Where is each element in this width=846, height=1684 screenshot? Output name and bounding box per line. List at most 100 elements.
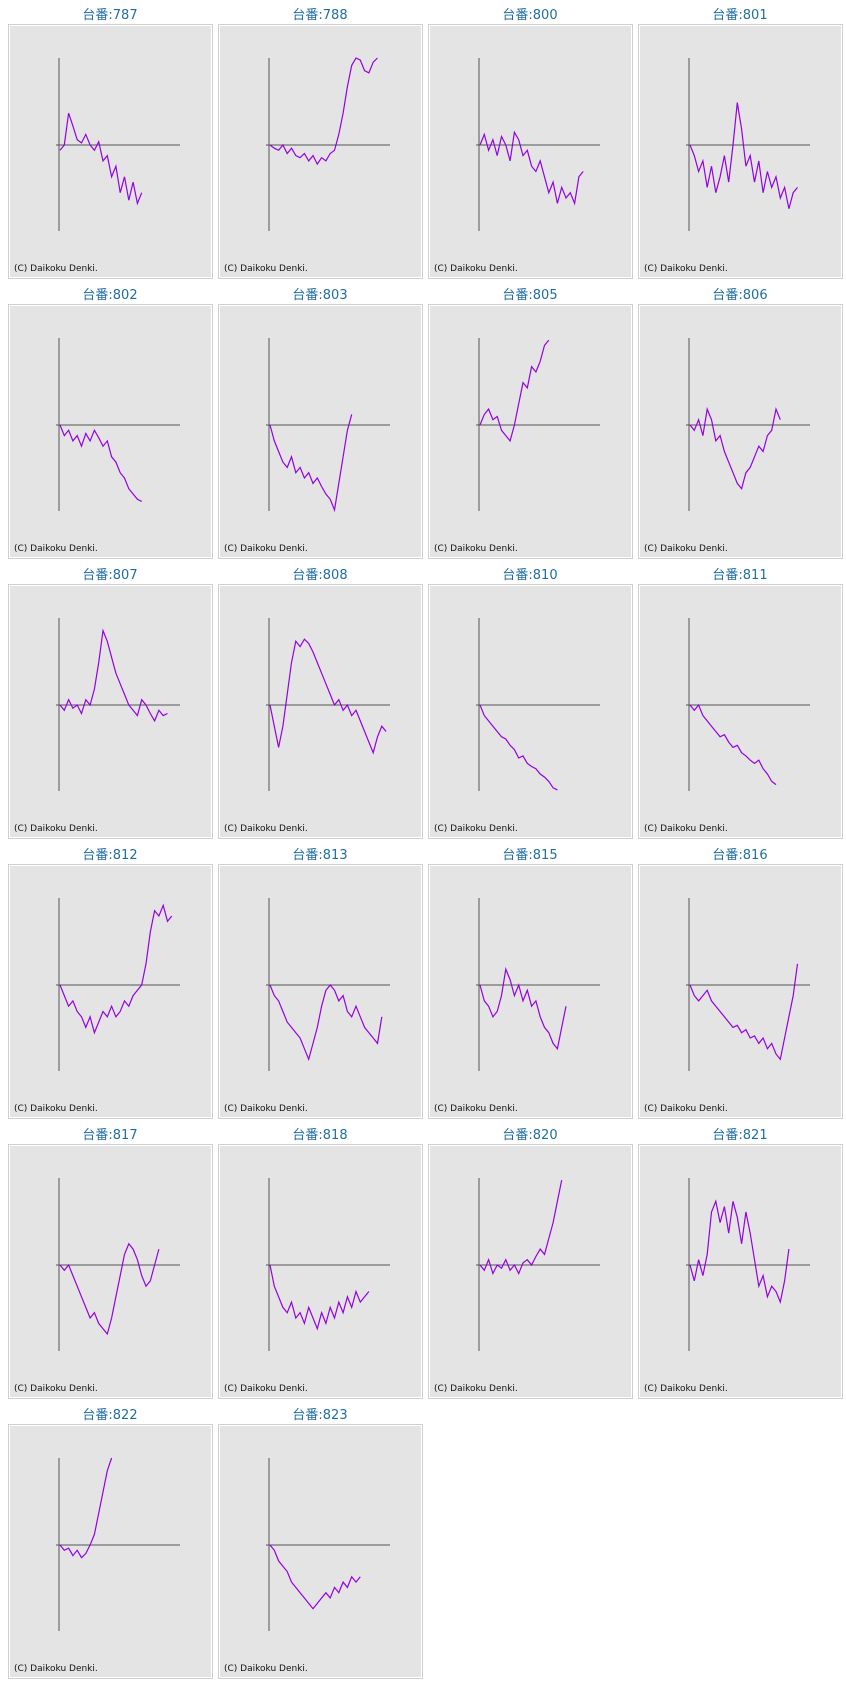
machine-number-title[interactable]: 台番:812	[5, 844, 215, 863]
machine-graph-card[interactable]: 台番:812 (C) Daikoku Denki.	[5, 842, 215, 1122]
machine-number-title[interactable]: 台番:787	[5, 4, 215, 23]
machine-graph-card[interactable]: 台番:807 (C) Daikoku Denki.	[5, 562, 215, 842]
machine-graph-card[interactable]: 台番:801 (C) Daikoku Denki.	[635, 2, 845, 282]
machine-number: 817	[112, 1128, 138, 1143]
machine-graph-card[interactable]: 台番:810 (C) Daikoku Denki.	[425, 562, 635, 842]
data-series-line	[269, 57, 378, 166]
slump-graph[interactable]: (C) Daikoku Denki.	[638, 864, 843, 1119]
slump-graph[interactable]: (C) Daikoku Denki.	[218, 24, 423, 279]
slump-graph[interactable]: (C) Daikoku Denki.	[428, 584, 633, 839]
pachinko-machine-background-illustration	[430, 26, 631, 277]
machine-number-title[interactable]: 台番:815	[425, 844, 635, 863]
machine-number-title[interactable]: 台番:800	[425, 4, 635, 23]
data-series-line	[479, 1179, 563, 1276]
slump-chart-svg: (C) Daikoku Denki.	[640, 866, 841, 1117]
machine-number-title[interactable]: 台番:813	[215, 844, 425, 863]
title-prefix: 台番:	[292, 288, 323, 303]
machine-number-title[interactable]: 台番:821	[635, 1124, 845, 1143]
slump-graph[interactable]: (C) Daikoku Denki.	[428, 864, 633, 1119]
slump-graph[interactable]: (C) Daikoku Denki.	[8, 864, 213, 1119]
machine-number-title[interactable]: 台番:818	[215, 1124, 425, 1143]
machine-graph-card[interactable]: 台番:806 (C) Daikoku Denki.	[635, 282, 845, 562]
copyright-text: (C) Daikoku Denki.	[14, 1104, 98, 1114]
copyright-text: (C) Daikoku Denki.	[224, 1104, 308, 1114]
data-series-line	[689, 102, 798, 209]
pachinko-machine-background-illustration	[10, 866, 211, 1117]
machine-number-title[interactable]: 台番:808	[215, 564, 425, 583]
title-prefix: 台番:	[502, 848, 533, 863]
machine-number: 812	[112, 848, 138, 863]
slump-graph[interactable]: (C) Daikoku Denki.	[8, 304, 213, 559]
machine-graph-card[interactable]: 台番:803 (C) Daikoku Denki.	[215, 282, 425, 562]
data-series-line	[59, 903, 173, 1035]
machine-graph-card[interactable]: 台番:816 (C) Daikoku Denki.	[635, 842, 845, 1122]
machine-number-title[interactable]: 台番:801	[635, 4, 845, 23]
machine-graph-card[interactable]: 台番:788 (C) Daikoku Denki.	[215, 2, 425, 282]
machine-number-title[interactable]: 台番:822	[5, 1404, 215, 1423]
pachinko-machine-background-illustration	[10, 586, 211, 837]
machine-number-title[interactable]: 台番:805	[425, 284, 635, 303]
pachinko-machine-background-illustration	[10, 306, 211, 557]
machine-number-title[interactable]: 台番:803	[215, 284, 425, 303]
slump-graph[interactable]: (C) Daikoku Denki.	[638, 584, 843, 839]
machine-graph-card[interactable]: 台番:800 (C) Daikoku Denki.	[425, 2, 635, 282]
machine-graph-card[interactable]: 台番:821 (C) Daikoku Denki.	[635, 1122, 845, 1402]
slump-graph[interactable]: (C) Daikoku Denki.	[8, 24, 213, 279]
machine-graph-card[interactable]: 台番:823 (C) Daikoku Denki.	[215, 1402, 425, 1682]
machine-number-title[interactable]: 台番:816	[635, 844, 845, 863]
slump-graph[interactable]: (C) Daikoku Denki.	[218, 584, 423, 839]
data-series-line	[269, 1544, 361, 1610]
slump-graph[interactable]: (C) Daikoku Denki.	[638, 1144, 843, 1399]
pachinko-machine-background-illustration	[10, 1146, 211, 1397]
title-prefix: 台番:	[82, 288, 113, 303]
pachinko-machine-background-illustration	[640, 586, 841, 837]
slump-chart-svg: (C) Daikoku Denki.	[220, 586, 421, 837]
machine-graph-card[interactable]: 台番:808 (C) Daikoku Denki.	[215, 562, 425, 842]
slump-graph[interactable]: (C) Daikoku Denki.	[428, 24, 633, 279]
slump-chart-svg: (C) Daikoku Denki.	[10, 1146, 211, 1397]
slump-chart-svg: (C) Daikoku Denki.	[10, 1426, 211, 1677]
machine-graph-card[interactable]: 台番:818 (C) Daikoku Denki.	[215, 1122, 425, 1402]
pachinko-machine-background-illustration	[640, 306, 841, 557]
machine-number-title[interactable]: 台番:788	[215, 4, 425, 23]
machine-number-title[interactable]: 台番:807	[5, 564, 215, 583]
slump-graph[interactable]: (C) Daikoku Denki.	[218, 1144, 423, 1399]
data-series-line	[689, 703, 777, 786]
slump-chart-svg: (C) Daikoku Denki.	[10, 26, 211, 277]
slump-chart-svg: (C) Daikoku Denki.	[640, 586, 841, 837]
machine-graph-card[interactable]: 台番:815 (C) Daikoku Denki.	[425, 842, 635, 1122]
machine-graph-card[interactable]: 台番:822 (C) Daikoku Denki.	[5, 1402, 215, 1682]
slump-graph[interactable]: (C) Daikoku Denki.	[8, 1424, 213, 1679]
slump-graph[interactable]: (C) Daikoku Denki.	[428, 1144, 633, 1399]
machine-number: 788	[322, 8, 348, 23]
machine-graph-card[interactable]: 台番:805 (C) Daikoku Denki.	[425, 282, 635, 562]
slump-graph[interactable]: (C) Daikoku Denki.	[218, 304, 423, 559]
slump-graph[interactable]: (C) Daikoku Denki.	[218, 1424, 423, 1679]
machine-graph-card[interactable]: 台番:820 (C) Daikoku Denki.	[425, 1122, 635, 1402]
title-prefix: 台番:	[82, 8, 113, 23]
machine-number-title[interactable]: 台番:802	[5, 284, 215, 303]
machine-number-title[interactable]: 台番:811	[635, 564, 845, 583]
machine-number-title[interactable]: 台番:820	[425, 1124, 635, 1143]
machine-graph-card[interactable]: 台番:787 (C) Daikoku Denki.	[5, 2, 215, 282]
machine-number-title[interactable]: 台番:806	[635, 284, 845, 303]
slump-graph[interactable]: (C) Daikoku Denki.	[638, 304, 843, 559]
machine-graph-card[interactable]: 台番:817 (C) Daikoku Denki.	[5, 1122, 215, 1402]
machine-graph-card[interactable]: 台番:813 (C) Daikoku Denki.	[215, 842, 425, 1122]
machine-graph-card[interactable]: 台番:811 (C) Daikoku Denki.	[635, 562, 845, 842]
data-series-line	[59, 628, 168, 723]
data-series-line	[479, 966, 567, 1051]
machine-graph-card[interactable]: 台番:802 (C) Daikoku Denki.	[5, 282, 215, 562]
machine-number-title[interactable]: 台番:823	[215, 1404, 425, 1423]
copyright-text: (C) Daikoku Denki.	[434, 1104, 518, 1114]
title-prefix: 台番:	[502, 1128, 533, 1143]
slump-graph[interactable]: (C) Daikoku Denki.	[428, 304, 633, 559]
slump-graph[interactable]: (C) Daikoku Denki.	[218, 864, 423, 1119]
machine-number-title[interactable]: 台番:810	[425, 564, 635, 583]
machine-number-title[interactable]: 台番:817	[5, 1124, 215, 1143]
data-series-line	[269, 638, 387, 755]
pachinko-machine-background-illustration	[430, 866, 631, 1117]
slump-graph[interactable]: (C) Daikoku Denki.	[8, 1144, 213, 1399]
slump-graph[interactable]: (C) Daikoku Denki.	[8, 584, 213, 839]
slump-graph[interactable]: (C) Daikoku Denki.	[638, 24, 843, 279]
